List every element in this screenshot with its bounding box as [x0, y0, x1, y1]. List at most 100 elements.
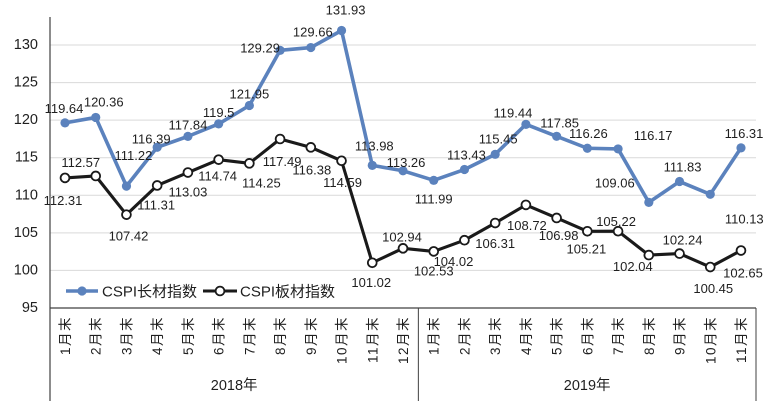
x-axis-month-label: 4月末	[519, 316, 534, 355]
cspi-long-products-line	[63, 28, 743, 205]
cspi-plate-products-marker	[151, 180, 163, 191]
cspi-long-products-data-label: 121.95	[229, 86, 269, 101]
cspi-long-products-data-label: 111.22	[115, 148, 153, 163]
cspi-plate-products-data-label: 113.03	[169, 185, 208, 200]
cspi-plate-products-data-label: 112.31	[44, 193, 83, 208]
cspi-plate-products-marker	[551, 212, 562, 224]
cspi-plate-products-marker	[520, 199, 532, 211]
cspi-long-products-marker	[367, 160, 377, 170]
x-axis-month-label: 11月末	[734, 316, 749, 363]
cspi-long-products-data-label: 129.66	[293, 25, 333, 40]
cspi-long-products-data-label: 115.45	[479, 131, 518, 146]
cspi-plate-products-marker	[428, 246, 440, 257]
x-axis-year-label: 2019年	[564, 377, 611, 394]
x-axis-month-label: 6月末	[212, 316, 227, 355]
cspi-long-products-marker	[275, 45, 285, 55]
cspi-long-products-data-label: 111.99	[415, 191, 453, 206]
y-axis-tick-label: 105	[14, 225, 38, 241]
cspi-long-products-marker	[152, 142, 162, 152]
cspi-long-products-marker	[674, 176, 685, 187]
cspi-long-products-data-label: 117.84	[169, 117, 208, 132]
cspi-plate-products-marker	[336, 155, 347, 167]
cspi-plate-products-marker	[397, 243, 409, 254]
cspi-plate-products-marker	[305, 142, 317, 153]
cspi-plate-products-data-label: 102.65	[723, 266, 763, 281]
cspi-long-products-data-label: 120.36	[84, 94, 124, 109]
cspi-plate-products-marker	[213, 154, 224, 165]
cspi-plate-products-marker	[612, 225, 624, 237]
cspi-long-products-marker	[91, 112, 101, 123]
cspi-long-products-marker	[736, 143, 746, 153]
cspi-plate-products-marker	[674, 248, 685, 259]
cspi-long-products-data-label: 119.64	[45, 101, 84, 116]
x-axis-month-label: 10月末	[335, 316, 350, 364]
cspi-plate-products-marker	[182, 167, 194, 178]
cspi-long-products-marker	[336, 25, 347, 36]
cspi-long-products-marker	[459, 164, 470, 175]
y-axis-tick-label: 120	[14, 112, 38, 128]
y-axis-tick-label: 130	[14, 37, 38, 53]
cspi-plate-products-marker	[366, 257, 378, 269]
cspi-plate-products-marker	[274, 133, 286, 145]
cspi-long-products-data-label: 119.5	[203, 105, 235, 120]
cspi-long-products-marker	[644, 197, 654, 207]
cspi-plate-products-data-label: 114.59	[323, 175, 362, 190]
x-axis-month-label: 1月末	[427, 316, 442, 355]
x-axis-month-label: 12月末	[396, 316, 411, 364]
x-axis-year-label: 2018年	[211, 377, 258, 394]
x-axis-month-label: 5月末	[550, 316, 565, 355]
cspi-plate-products-marker	[489, 217, 501, 229]
y-axis-tick-label: 110	[15, 187, 38, 203]
cspi-long-products-marker	[613, 144, 623, 154]
x-axis-month-label: 10月末	[703, 316, 718, 364]
cspi-long-products-data-label: 116.39	[132, 131, 171, 146]
cspi-long-products-marker	[183, 131, 193, 141]
x-axis-month-label: 4月末	[150, 316, 165, 355]
cspi-long-products-data-label: 129.29	[240, 40, 280, 55]
cspi-plate-products-marker	[459, 234, 470, 246]
cspi-long-products-marker	[429, 175, 439, 185]
cspi-plate-products-marker	[90, 170, 102, 182]
x-axis-month-label: 2月末	[89, 316, 104, 355]
cspi-plate-products-data-label: 102.24	[663, 233, 703, 248]
cspi-plate-products-data-label: 105.21	[566, 241, 606, 256]
cspi-long-products-marker	[306, 42, 316, 53]
legend-item-cspi-long-products-marker	[77, 286, 87, 296]
y-axis-tick-label: 125	[14, 75, 38, 91]
cspi-plate-products-marker	[121, 209, 132, 220]
cspi-plate-products-marker	[735, 245, 747, 256]
legend-item-cspi-plate-products-label: CSPI板材指数	[240, 283, 335, 301]
cspi-plate-products-data-label: 114.74	[198, 169, 237, 184]
cspi-plate-products-marker	[59, 172, 71, 184]
cspi-long-products-data-label: 119.44	[494, 105, 533, 120]
cspi-plate-products-marker	[704, 261, 716, 273]
x-axis-month-label: 3月末	[119, 316, 134, 355]
cspi-long-products-data-label: 131.93	[326, 2, 366, 17]
cspi-long-products-data-label: 113.43	[447, 148, 486, 163]
y-axis-tick-label: 95	[22, 300, 38, 316]
x-axis-month-label: 9月末	[304, 316, 319, 355]
cspi-plate-products-data-label: 108.72	[507, 218, 547, 233]
cspi-long-products-data-label: 113.26	[387, 155, 426, 170]
legend-item-cspi-plate-products-marker	[214, 285, 226, 297]
cspi-long-products-data-label: 110.13	[725, 211, 764, 226]
cspi-plate-products-data-label: 100.45	[693, 281, 733, 296]
cspi-plate-products-data-label: 114.25	[242, 175, 281, 190]
y-axis-tick-label: 100	[14, 262, 38, 278]
cspi-long-products-data-label: 116.17	[634, 128, 673, 143]
cspi-plate-products-marker	[244, 158, 255, 169]
y-axis-tick-label: 115	[15, 150, 38, 166]
cspi-plate-products-marker	[582, 225, 593, 237]
cspi-long-products-marker	[490, 149, 500, 159]
x-axis-month-label: 8月末	[273, 316, 288, 355]
cspi-long-products-marker	[398, 166, 408, 176]
cspi-plate-products-data-label: 106.31	[475, 236, 515, 251]
cspi-long-products-marker	[244, 100, 254, 111]
cspi-plate-products-data-label: 112.57	[61, 155, 100, 170]
cspi-long-products-data-label: 117.85	[540, 115, 579, 130]
legend-item-cspi-long-products-label: CSPI长材指数	[102, 284, 197, 301]
cspi-plate-products-data-label: 106.98	[539, 228, 579, 243]
cspi-plate-products-data-label: 105.22	[596, 214, 636, 229]
